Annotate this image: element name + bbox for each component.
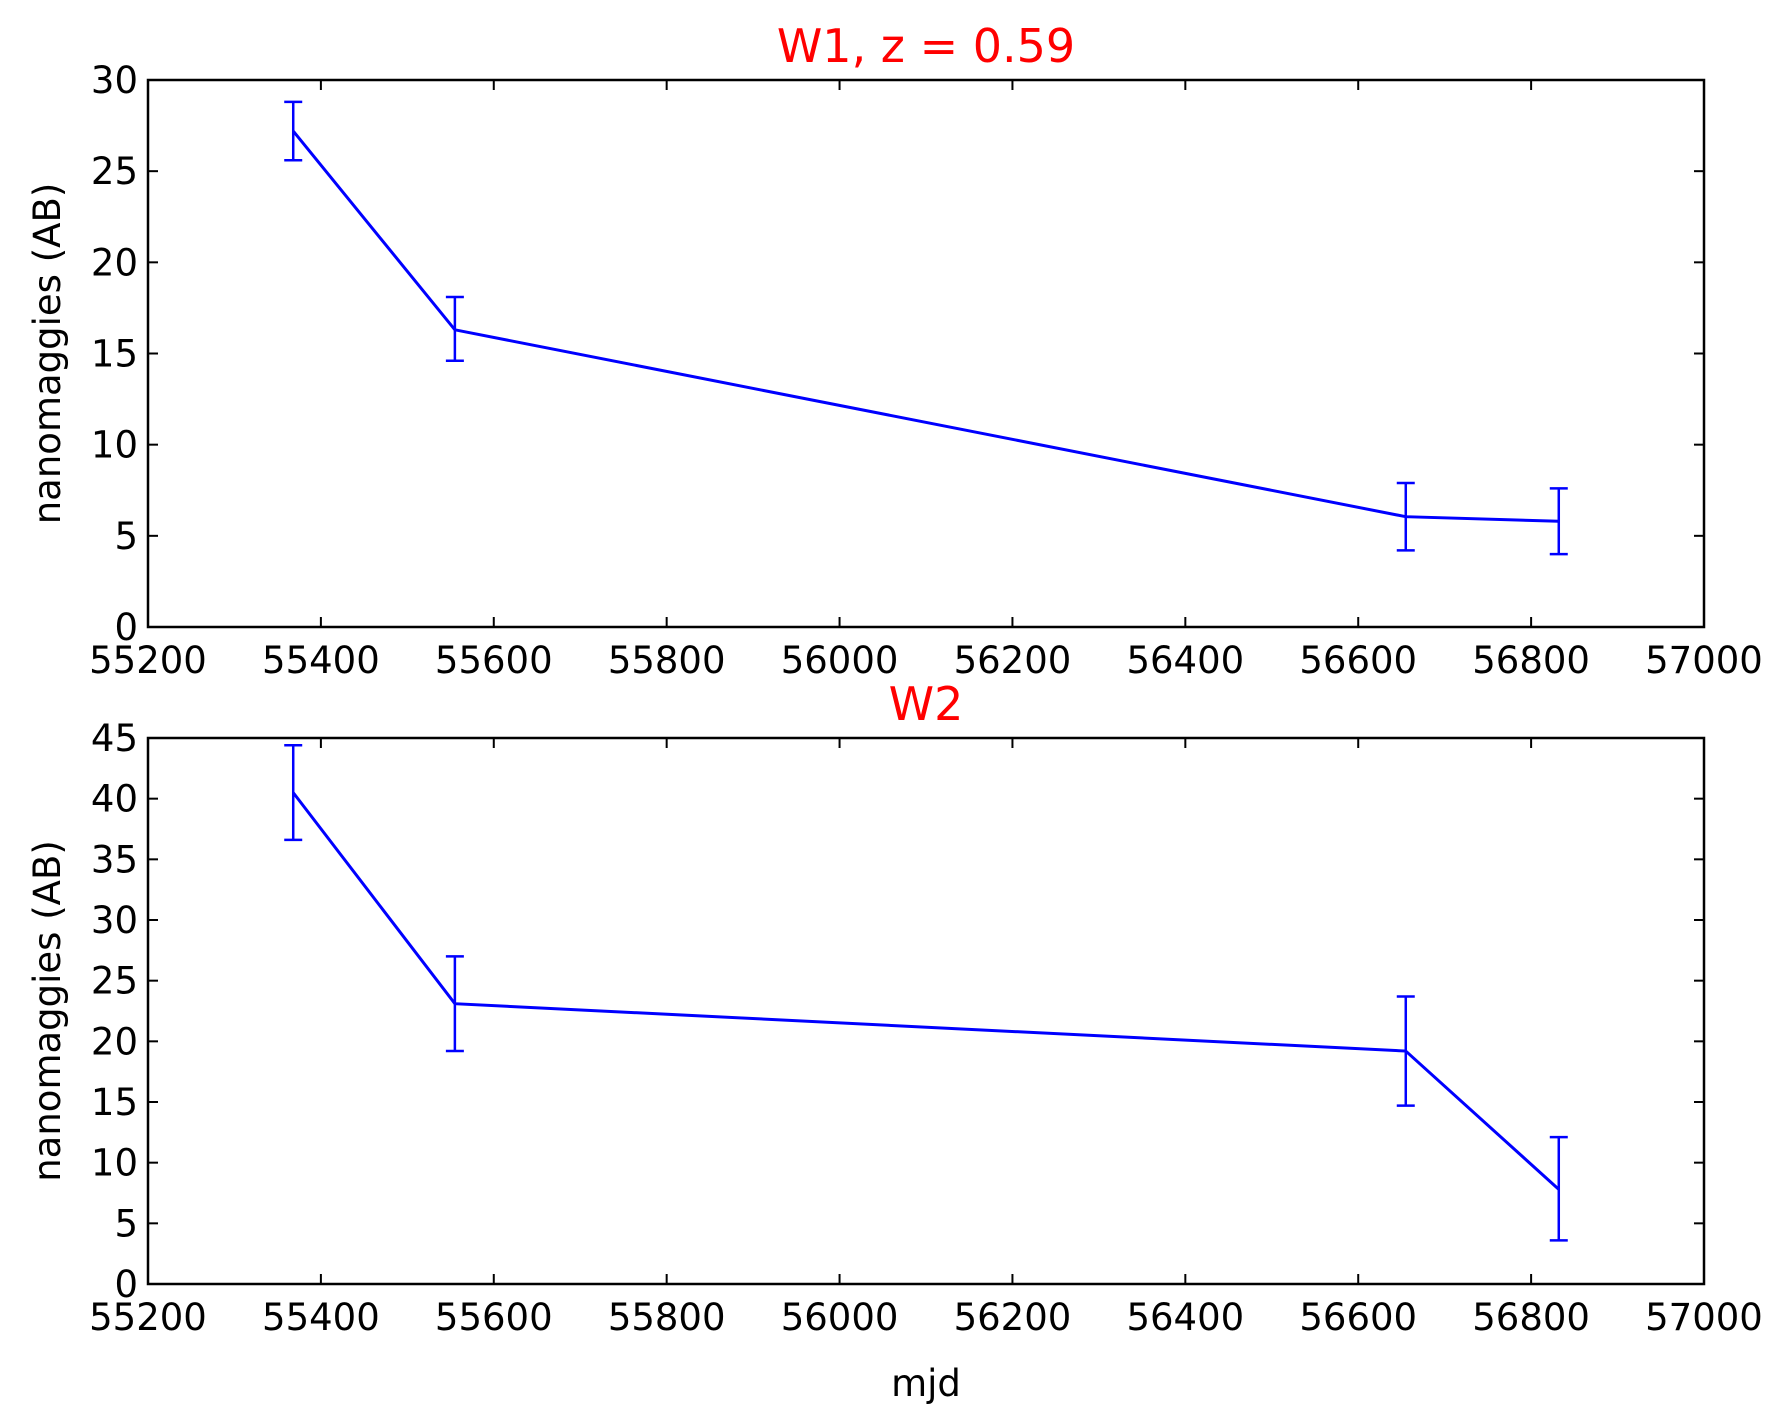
w1-ylabel: nanomaggies (AB) (26, 183, 69, 525)
w1-xtick-label: 56200 (954, 639, 1072, 682)
w1-xtick-label: 56600 (1299, 639, 1417, 682)
w1-xtick-label: 55800 (608, 639, 726, 682)
w1-ytick-label: 5 (114, 515, 138, 558)
w2-panel: W2 nanomaggies (AB) mjd 55200 55400 55600 5… (26, 677, 1763, 1405)
w1-title: W1, z = 0.59 (777, 19, 1075, 73)
w2-ytick-label: 5 (114, 1202, 138, 1245)
w2-xtick-label: 55400 (262, 1296, 380, 1339)
w2-ytick-label: 45 (91, 717, 138, 760)
w2-ytick-label: 40 (91, 778, 138, 821)
w1-ytick-label: 0 (114, 606, 138, 649)
w2-ytick-label: 15 (91, 1081, 138, 1124)
w2-xlabel: mjd (891, 1362, 961, 1405)
w2-ytick-label: 20 (91, 1020, 138, 1063)
w1-xtick-label: 56000 (781, 639, 899, 682)
w1-xtick-label: 55600 (435, 639, 553, 682)
w2-xtick-label: 55600 (435, 1296, 553, 1339)
w2-xtick-label: 55800 (608, 1296, 726, 1339)
w2-ytick-label: 25 (91, 960, 138, 1003)
w1-xtick-label: 55200 (89, 639, 207, 682)
w2-series-line (292, 791, 1560, 1191)
w2-axes-frame (146, 736, 1706, 1286)
w1-series-line (292, 130, 1559, 523)
w2-xtick-label: 56400 (1126, 1296, 1244, 1339)
w2-ylabel: nanomaggies (AB) (26, 840, 69, 1182)
w2-xtick-label: 56000 (781, 1296, 899, 1339)
w2-ytick-label: 0 (114, 1263, 138, 1306)
w1-xtick-label: 56400 (1126, 639, 1244, 682)
w1-axes-frame (146, 78, 1706, 629)
w2-xtick-label: 55200 (89, 1296, 207, 1339)
w1-ytick-label: 20 (91, 241, 138, 284)
w2-xtick-label: 56800 (1472, 1296, 1590, 1339)
w1-marks: 55200 55400 55600 55800 56000 56200 56400 56600… (89, 59, 1763, 682)
w1-ytick-label: 25 (91, 150, 138, 193)
w2-xtick-label: 57000 (1645, 1296, 1763, 1339)
w1-ytick-label: 30 (91, 59, 138, 102)
w1-xtick-label: 55400 (262, 639, 380, 682)
w2-xtick-label: 56200 (954, 1296, 1072, 1339)
w2-ytick-label: 30 (91, 899, 138, 942)
w1-ytick-label: 10 (91, 424, 138, 467)
w1-ytick-label: 15 (91, 333, 138, 376)
w2-ytick-label: 35 (91, 838, 138, 881)
w2-title: W2 (889, 677, 964, 731)
w1-xtick-label: 56800 (1472, 639, 1590, 682)
w1-panel: W1, z = 0.59 nanomaggies (AB) 55200 55400… (26, 19, 1763, 682)
w2-marks: 55200 55400 55600 55800 56000 56200 56400 56600… (89, 717, 1763, 1339)
w1-xtick-label: 57000 (1645, 639, 1763, 682)
w2-ytick-label: 10 (91, 1142, 138, 1185)
w2-xtick-label: 56600 (1299, 1296, 1417, 1339)
